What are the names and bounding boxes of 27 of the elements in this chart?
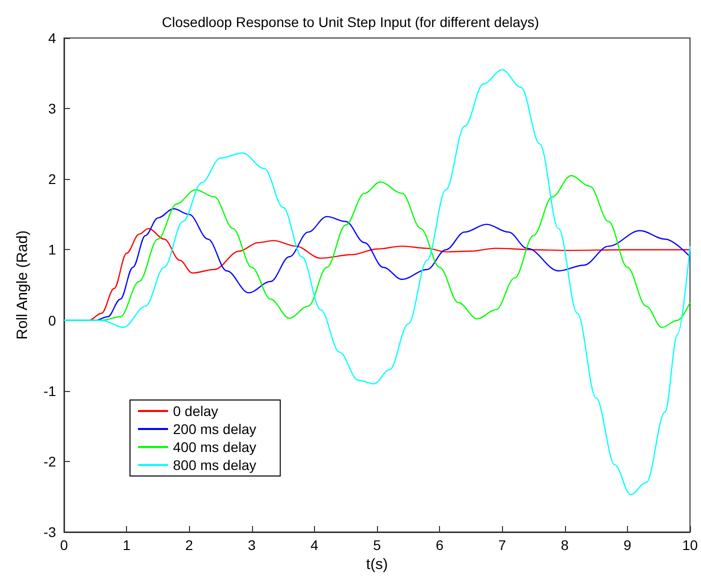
x-tick-label: 7 xyxy=(498,537,506,553)
y-tick-label: 3 xyxy=(48,100,56,117)
y-tick-label: 2 xyxy=(48,171,56,188)
y-tick-label: 4 xyxy=(48,30,56,46)
y-tick-label: -3 xyxy=(44,524,56,540)
x-tick-label: 3 xyxy=(248,537,256,553)
x-tick-label: 10 xyxy=(682,537,698,553)
x-tick-label: 5 xyxy=(373,537,382,553)
legend-label: 800 ms delay xyxy=(173,457,256,473)
legend-label: 200 ms delay xyxy=(173,421,256,437)
x-tick-label: 4 xyxy=(310,537,318,553)
y-tick-label: 0 xyxy=(48,312,56,328)
x-tick-label: 1 xyxy=(122,537,131,553)
y-tick-label: 1 xyxy=(48,242,56,258)
x-tick-label: 8 xyxy=(560,537,569,553)
x-tick-label: 6 xyxy=(436,537,444,553)
chart-title: Closedloop Response to Unit Step Input (for different delays) xyxy=(162,14,540,30)
y-tick-label: -1 xyxy=(44,382,56,399)
line-series xyxy=(63,69,691,496)
y-axis-title: Roll Angle (Rad) xyxy=(14,230,31,340)
x-tick-label: 2 xyxy=(185,537,194,553)
legend-label: 0 delay xyxy=(173,403,218,419)
x-tick-label: 0 xyxy=(60,537,68,553)
y-tick-label: -2 xyxy=(44,453,56,470)
legend-label: 400 ms delay xyxy=(173,439,256,455)
x-tick-label: 9 xyxy=(624,537,632,553)
x-axis-title: t(s) xyxy=(366,556,388,573)
